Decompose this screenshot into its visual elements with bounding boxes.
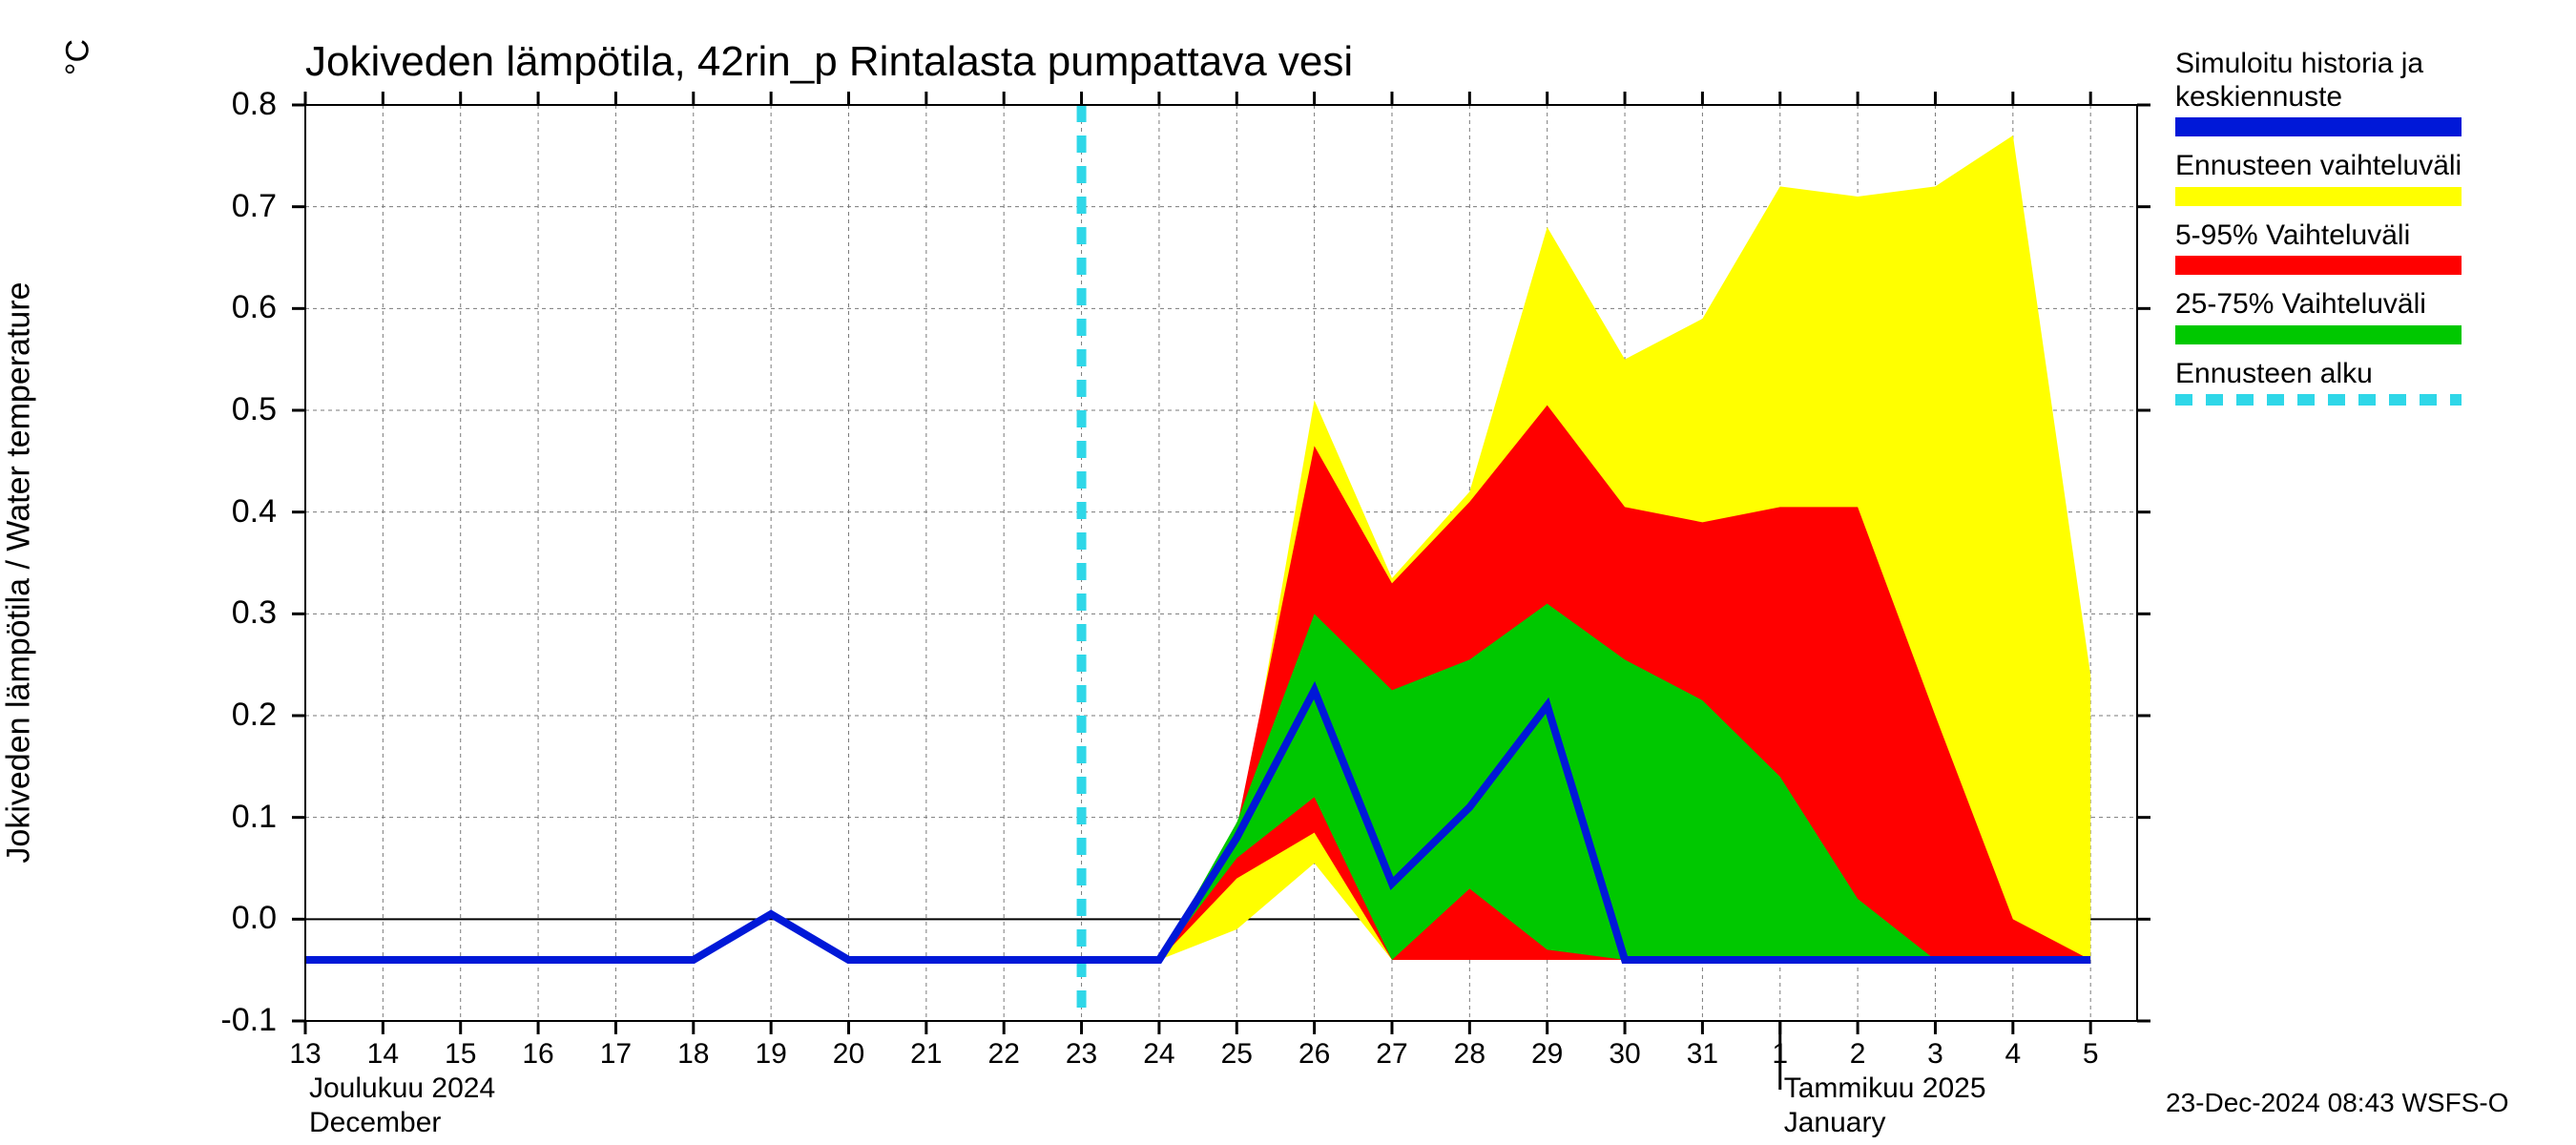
legend-swatch [2175, 117, 2462, 136]
x-tick-label: 16 [522, 1038, 553, 1071]
y-tick-label: 0.3 [200, 594, 277, 632]
y-tick-label: 0.5 [200, 391, 277, 428]
x-month-label-en: January [1784, 1107, 1886, 1139]
legend-item: 25-75% Vaihteluväli [2175, 288, 2462, 344]
legend-label: 25-75% Vaihteluväli [2175, 288, 2462, 322]
legend-label: Ennusteen vaihteluväli [2175, 150, 2462, 183]
y-tick-label: 0.8 [200, 86, 277, 123]
x-tick-label: 20 [833, 1038, 864, 1071]
y-tick-label: 0.2 [200, 697, 277, 734]
legend-label: Simuloitu historia ja [2175, 48, 2462, 81]
x-tick-label: 21 [910, 1038, 942, 1071]
y-tick-label: 0.7 [200, 188, 277, 225]
x-tick-label: 1 [1772, 1038, 1788, 1071]
x-tick-label: 19 [755, 1038, 786, 1071]
legend-label: 5-95% Vaihteluväli [2175, 219, 2462, 253]
x-tick-label: 31 [1687, 1038, 1718, 1071]
x-tick-label: 29 [1531, 1038, 1563, 1071]
x-tick-label: 4 [2005, 1038, 2021, 1071]
legend-swatch [2175, 256, 2462, 275]
legend-label: keskiennuste [2175, 81, 2462, 114]
x-tick-label: 17 [600, 1038, 632, 1071]
timestamp: 23-Dec-2024 08:43 WSFS-O [2166, 1088, 2509, 1118]
x-tick-label: 14 [367, 1038, 399, 1071]
y-tick-label: 0.0 [200, 900, 277, 937]
x-tick-label: 25 [1221, 1038, 1253, 1071]
x-tick-label: 26 [1298, 1038, 1330, 1071]
x-tick-label: 22 [988, 1038, 1020, 1071]
x-tick-label: 18 [677, 1038, 709, 1071]
x-tick-label: 27 [1376, 1038, 1407, 1071]
legend-swatch [2175, 187, 2462, 206]
x-tick-label: 13 [289, 1038, 321, 1071]
legend: Simuloitu historia jakeskiennuste Ennuste… [2175, 48, 2462, 419]
y-tick-label: 0.4 [200, 493, 277, 531]
x-tick-label: 2 [1850, 1038, 1866, 1071]
y-tick-label: 0.1 [200, 799, 277, 836]
y-tick-label: -0.1 [200, 1002, 277, 1039]
x-month-label: Tammikuu 2025 [1784, 1072, 1986, 1105]
legend-item: 5-95% Vaihteluväli [2175, 219, 2462, 276]
x-tick-label: 5 [2083, 1038, 2099, 1071]
x-month-label-en: December [309, 1107, 441, 1139]
legend-swatch [2175, 394, 2462, 406]
legend-item: Ennusteen vaihteluväli [2175, 150, 2462, 206]
x-tick-label: 28 [1454, 1038, 1485, 1071]
legend-item: Ennusteen alku [2175, 358, 2462, 406]
legend-label: Ennusteen alku [2175, 358, 2462, 391]
x-tick-label: 15 [445, 1038, 476, 1071]
legend-item: Simuloitu historia jakeskiennuste [2175, 48, 2462, 136]
x-tick-label: 23 [1066, 1038, 1097, 1071]
legend-swatch [2175, 325, 2462, 344]
chart-stage: Jokiveden lämpötila / Water temperature … [0, 0, 2576, 1145]
x-tick-label: 3 [1927, 1038, 1943, 1071]
y-tick-label: 0.6 [200, 289, 277, 326]
x-month-label: Joulukuu 2024 [309, 1072, 495, 1105]
x-tick-label: 30 [1609, 1038, 1640, 1071]
x-tick-label: 24 [1143, 1038, 1174, 1071]
